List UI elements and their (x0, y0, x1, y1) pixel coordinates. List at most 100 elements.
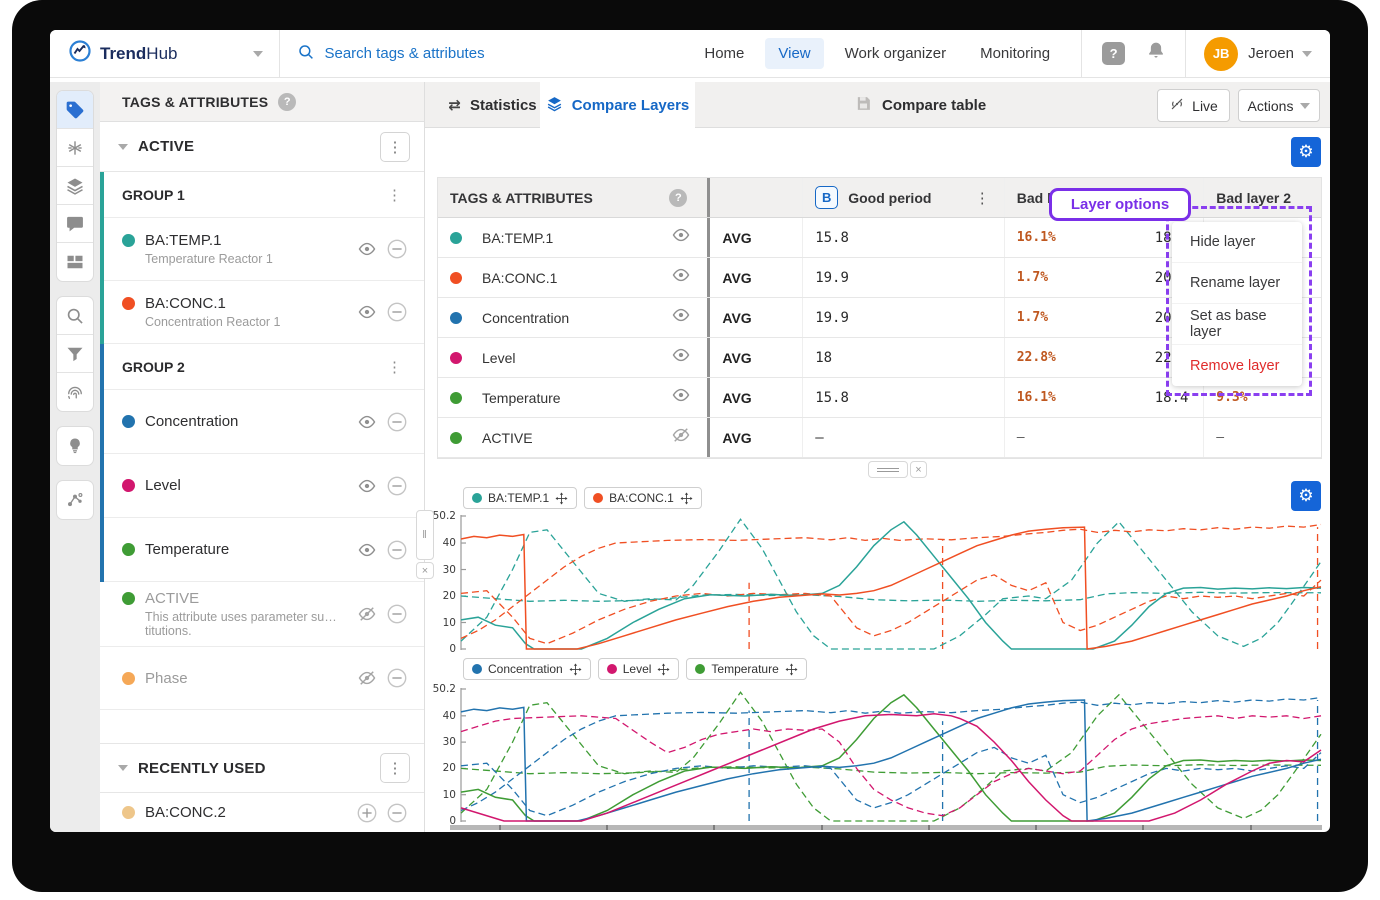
avatar[interactable]: JB (1204, 36, 1239, 71)
legend-chip-level[interactable]: Level (597, 658, 680, 680)
recently-used-menu-button[interactable]: ⋮ (380, 753, 410, 783)
visibility-eye-icon[interactable] (671, 305, 691, 330)
visibility-eye-icon[interactable] (354, 236, 380, 262)
tag-item-phase[interactable]: Phase (100, 647, 424, 710)
tab-statistics[interactable]: ⇄ Statistics (448, 96, 537, 114)
chart-canvas[interactable] (460, 515, 1322, 650)
visibility-eye-icon[interactable] (354, 537, 380, 563)
column-resize-handle[interactable] (707, 178, 711, 217)
legend-chip-temperature[interactable]: Temperature (686, 658, 807, 680)
menu-item-remove-layer[interactable]: Remove layer (1190, 357, 1280, 374)
chart-canvas[interactable] (460, 688, 1322, 822)
visibility-eye-icon[interactable] (671, 265, 691, 290)
remove-tag-icon[interactable] (384, 473, 410, 499)
chart-2-plot[interactable] (460, 688, 1322, 822)
chart-1-plot[interactable] (460, 515, 1322, 650)
nav-item-monitoring[interactable]: Monitoring (980, 45, 1051, 62)
column-resize-handle[interactable] (707, 258, 711, 297)
legend-chip-concentration[interactable]: Concentration (463, 658, 591, 680)
visibility-eye-icon[interactable] (671, 225, 691, 250)
visibility-off-icon[interactable] (354, 601, 380, 627)
dashboard-tool-icon[interactable] (57, 243, 93, 281)
column-resize-handle[interactable] (707, 378, 711, 417)
visibility-eye-icon[interactable] (671, 345, 691, 370)
column-resize-handle[interactable] (707, 418, 711, 457)
tag-item-ba-temp-1[interactable]: BA:TEMP.1 Temperature Reactor 1 (100, 218, 424, 281)
group-header-group-1[interactable]: GROUP 1 ⋮ (100, 172, 424, 218)
drag-move-icon[interactable] (785, 663, 798, 676)
tags-tool-icon[interactable] (57, 91, 93, 129)
tag-item-active[interactable]: ACTIVE This attribute uses parameter su… … (100, 582, 424, 647)
tag-item-ba-conc-1[interactable]: BA:CONC.1 Concentration Reactor 1 (100, 281, 424, 344)
chart-settings-gear-icon[interactable]: ⚙ (1291, 481, 1321, 511)
visibility-eye-icon[interactable] (354, 299, 380, 325)
search-tool-icon[interactable] (57, 297, 93, 335)
suggestions-bulb-icon[interactable] (57, 427, 93, 465)
comments-tool-icon[interactable] (57, 205, 93, 243)
drag-move-icon[interactable] (555, 492, 568, 505)
table-help-icon[interactable]: ? (669, 188, 688, 207)
column-resize-handle[interactable] (707, 338, 711, 377)
active-section-menu-button[interactable]: ⋮ (380, 131, 410, 162)
global-search-input[interactable]: Search tags & attributes (280, 43, 485, 65)
live-button[interactable]: Live (1157, 89, 1230, 122)
user-menu-caret-icon[interactable] (1302, 50, 1312, 57)
table-settings-gear-icon[interactable]: ⚙ (1291, 137, 1321, 167)
actions-button[interactable]: Actions (1238, 89, 1320, 122)
visibility-eye-icon[interactable] (671, 385, 691, 410)
tag-item-level[interactable]: Level (100, 454, 424, 518)
collapse-caret-icon[interactable] (118, 765, 128, 771)
remove-tag-icon[interactable] (384, 665, 410, 691)
group-header-group-2[interactable]: GROUP 2 ⋮ (100, 344, 424, 390)
remove-tag-icon[interactable] (384, 299, 410, 325)
tags-help-icon[interactable]: ? (278, 92, 297, 111)
notifications-bell-icon[interactable] (1145, 40, 1167, 67)
column-resize-handle[interactable] (707, 218, 711, 257)
remove-tag-icon[interactable] (384, 409, 410, 435)
panel-splitter-grip[interactable]: ‖ (416, 510, 434, 560)
column-resize-handle[interactable] (707, 298, 711, 337)
visibility-off-icon[interactable] (671, 425, 691, 450)
table-row-active[interactable]: ACTIVE AVG – – – (438, 418, 1321, 458)
tag-item-concentration[interactable]: Concentration (100, 390, 424, 454)
recently-used-section-row[interactable]: RECENTLY USED ⋮ (100, 743, 424, 793)
tab-compare-layers[interactable]: Compare Layers (540, 82, 695, 128)
user-name[interactable]: Jeroen (1248, 45, 1294, 62)
drag-move-icon[interactable] (680, 492, 693, 505)
remove-tag-icon[interactable] (384, 537, 410, 563)
context-graph-icon[interactable] (57, 481, 93, 519)
tag-item-ba-conc-2[interactable]: BA:CONC.2 (100, 793, 424, 832)
visibility-eye-icon[interactable] (354, 409, 380, 435)
panel-splitter[interactable]: ‖ × (416, 510, 434, 579)
active-section-row[interactable]: ACTIVE ⋮ (100, 122, 424, 172)
nav-item-home[interactable]: Home (704, 45, 745, 62)
drag-move-icon[interactable] (569, 663, 582, 676)
remove-tag-icon[interactable] (384, 236, 410, 262)
layers-tool-icon[interactable] (57, 167, 93, 205)
splitter-grip[interactable] (868, 461, 908, 478)
visibility-eye-icon[interactable] (354, 473, 380, 499)
nav-item-work-organizer[interactable]: Work organizer (844, 45, 947, 62)
fingerprint-tool-icon[interactable] (57, 373, 93, 411)
drag-move-icon[interactable] (657, 663, 670, 676)
splitter-close-button[interactable]: × (910, 461, 927, 478)
chart-x-scrollbar[interactable] (450, 825, 1322, 830)
legend-chip-ba-temp-1[interactable]: BA:TEMP.1 (463, 487, 578, 509)
nav-item-view[interactable]: View (765, 38, 824, 69)
menu-item-set-as-base-layer[interactable]: Set as base layer (1172, 304, 1302, 345)
brand-caret-icon[interactable] (253, 50, 264, 57)
good-period-menu-icon[interactable]: ⋮ (974, 189, 990, 207)
tag-item-temperature[interactable]: Temperature (100, 518, 424, 582)
filter-tool-icon[interactable] (57, 335, 93, 373)
panel-collapse-button[interactable]: × (416, 562, 434, 579)
brand[interactable]: TrendHub (50, 39, 264, 68)
legend-chip-ba-conc-1[interactable]: BA:CONC.1 (584, 487, 702, 509)
menu-item-hide-layer[interactable]: Hide layer (1172, 222, 1302, 263)
menu-item-rename-layer[interactable]: Rename layer (1172, 263, 1302, 304)
help-icon[interactable]: ? (1102, 42, 1126, 65)
bad-layer-2-header[interactable]: Bad layer 2 (1216, 189, 1291, 206)
formulas-tool-icon[interactable] (57, 129, 93, 167)
remove-tag-icon[interactable] (384, 601, 410, 627)
table-chart-splitter[interactable]: × (868, 461, 927, 478)
remove-tag-icon[interactable] (384, 800, 410, 826)
